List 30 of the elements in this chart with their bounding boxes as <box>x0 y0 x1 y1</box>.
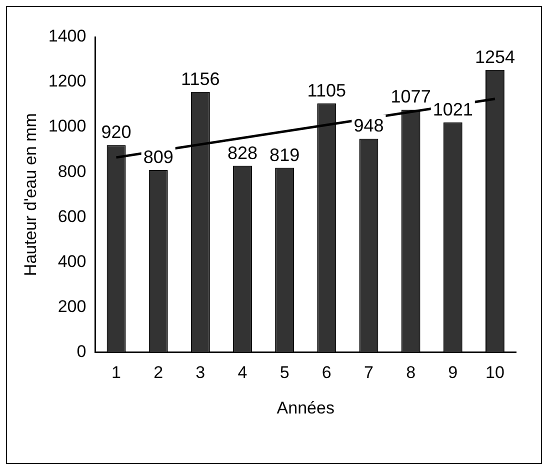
y-tick-label: 400 <box>58 252 86 271</box>
data-label: 828 <box>227 142 258 163</box>
x-tick-label: 9 <box>448 363 458 382</box>
x-tick-label: 4 <box>238 363 248 382</box>
y-tick-label: 1400 <box>48 26 86 46</box>
x-tick-label: 10 <box>486 363 504 382</box>
x-axis-title: Années <box>276 398 334 418</box>
y-tick-label: 1000 <box>48 116 86 136</box>
y-tick-label: 200 <box>58 296 86 316</box>
data-label: 1021 <box>432 99 473 120</box>
data-label: 1077 <box>390 86 431 107</box>
x-tick-label: 5 <box>280 363 290 382</box>
data-label: 1105 <box>307 80 346 100</box>
x-tick-label: 2 <box>154 363 164 382</box>
x-tick-label: 1 <box>112 363 121 382</box>
y-tick-label: 800 <box>58 162 86 181</box>
y-axis-title: Hauteur d'eau en mm <box>20 113 40 276</box>
x-tick-label: 7 <box>364 363 374 382</box>
x-tick-label: 3 <box>196 363 206 382</box>
data-label: 1156 <box>181 68 220 89</box>
x-tick-label: 6 <box>322 363 332 382</box>
data-label: 819 <box>270 144 300 165</box>
y-tick-label: 0 <box>76 342 86 361</box>
data-label: 920 <box>101 122 132 142</box>
x-tick-label: 8 <box>406 363 416 382</box>
data-label: 809 <box>143 147 174 168</box>
y-tick-label: 1200 <box>48 72 86 91</box>
data-label: 1254 <box>474 46 515 67</box>
data-label: 948 <box>354 116 384 136</box>
y-tick-label: 600 <box>58 206 86 226</box>
